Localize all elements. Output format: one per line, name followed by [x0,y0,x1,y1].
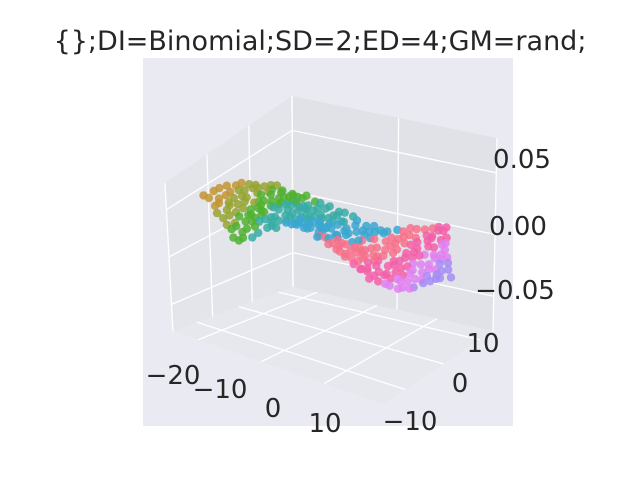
grid-line [197,291,318,341]
scatter-point [391,268,400,277]
x-tick-label: −20 [146,361,201,391]
scatter-point [429,243,439,252]
scatter-point [406,240,415,249]
scatter-point [327,224,336,233]
scatter-point [405,284,414,293]
z-tick-label: 0.05 [493,145,551,175]
scatter-point [430,254,439,263]
scatter-point [321,204,330,213]
scatter-point [356,264,365,274]
scatter-point [385,281,394,290]
scatter-point [390,260,399,270]
scatter-point [435,259,444,268]
scatter-point [444,265,453,274]
scatter-point [303,224,312,233]
scatter-point [219,214,228,223]
scatter-point [238,204,248,213]
scatter-point [412,224,421,234]
scatter-point [266,190,275,199]
z-tick-label: 0.00 [489,212,547,242]
grid-line [166,129,497,211]
scatter-point [353,248,362,257]
scatter-point [235,212,244,221]
scatter-point [383,261,393,271]
scatter-point [204,193,214,203]
scatter-point [272,223,281,233]
scatter-point [386,274,395,283]
z-tick-label: −0.05 [475,276,555,306]
scatter-point [416,260,426,269]
scatter-point [363,258,373,267]
scatter-point [240,197,249,206]
scatter-point [292,220,302,229]
scatter-point [234,236,244,245]
grid-line [260,304,378,363]
scatter-point [274,205,283,214]
scatter-point [424,265,433,274]
scatter-point [405,269,414,278]
scatter-point [244,210,253,220]
scatter-point [365,274,374,283]
scatter-point [349,259,358,269]
grid-line [323,318,438,385]
scatter-point [248,233,257,242]
scatter-point [274,216,283,225]
scatter-point [298,194,307,203]
scatter-point [340,252,350,261]
grid-line [238,306,444,365]
scatter-point [340,208,349,217]
scatter-point [324,240,333,249]
y-tick-label: 0 [452,369,469,399]
scatter-point [406,224,415,233]
scatter-point [413,238,422,247]
grid-line [278,291,480,341]
scatter-point [241,217,250,226]
scatter-point [351,221,360,230]
scatter-point [446,273,456,282]
scatter-point [380,271,389,280]
y-tick-label: 10 [466,329,499,359]
y-tick-label: −10 [383,407,438,437]
scatter-point [250,222,260,231]
scatter-point [212,208,222,218]
x-tick-label: 10 [308,409,341,439]
scatter-point [341,230,351,240]
scatter-point [333,220,342,229]
scatter-point [443,258,453,268]
scatter-point [222,181,231,190]
scatter-point [370,234,379,244]
scatter-point [210,201,220,210]
scatter-point [415,251,424,260]
scatter-point [209,186,218,196]
grid-lines [164,95,498,391]
grid-line [196,321,406,391]
scatter-point [379,229,388,238]
scatter-point [363,267,372,276]
x-tick-label: 0 [265,394,282,424]
scatter-point [374,277,383,286]
scatter-point [396,277,405,286]
scatter-point [370,227,380,237]
scatter-point [419,278,428,288]
scatter-point [426,277,435,286]
scatter-point [227,224,236,234]
scatter-point [254,228,263,238]
scatter-point [403,277,412,286]
floor-pane [173,287,493,404]
x-tick-label: −10 [193,375,248,405]
scatter-points [199,178,456,293]
scatter-point [352,227,361,236]
scatter-point [221,191,231,200]
scatter-point [354,236,363,245]
scatter-point [393,284,403,293]
scatter-point [388,248,398,258]
scatter-point [410,274,420,284]
scatter-point [341,240,351,249]
scatter-point [263,223,272,232]
scatter-point [313,232,322,241]
chart-title: {};DI=Binomial;SD=2;ED=4;GM=rand; [54,26,587,57]
scatter-point [439,226,448,236]
